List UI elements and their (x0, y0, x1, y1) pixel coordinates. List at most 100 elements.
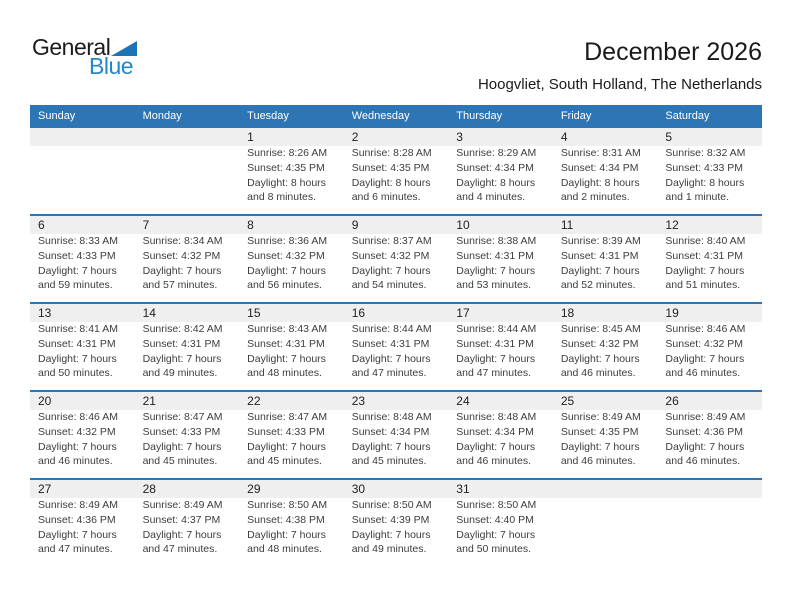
day-detail-line: Daylight: 7 hours (456, 352, 536, 365)
day-detail-line: and 45 minutes. (142, 455, 218, 468)
day-detail-line: Sunrise: 8:45 AM (560, 323, 641, 335)
day-detail-line: and 54 minutes. (351, 279, 427, 292)
day-cell: 6 Sunrise: 8:33 AM Sunset: 4:33 PM Daylight… (30, 216, 135, 302)
day-detail-line: Sunrise: 8:40 AM (665, 235, 746, 247)
day-detail-line: and 4 minutes. (456, 191, 526, 204)
day-detail-line: Daylight: 7 hours (142, 264, 222, 277)
day-detail-line: Sunrise: 8:37 AM (351, 235, 432, 247)
day-number: 22 (239, 392, 344, 410)
title-block: December 2026 Hoogvliet, South Holland, … (478, 36, 762, 93)
day-number (134, 128, 240, 146)
day-detail-line: and 47 minutes. (38, 543, 113, 556)
day-detail-line: and 51 minutes. (665, 279, 741, 292)
logo-text-blue: Blue (89, 53, 134, 79)
day-detail-line: Sunrise: 8:36 AM (247, 235, 328, 247)
day-detail-line: Sunrise: 8:49 AM (560, 411, 641, 423)
day-number (552, 480, 658, 498)
page-title: December 2026 (584, 38, 762, 66)
week-row: 1 Sunrise: 8:26 AM Sunset: 4:35 PM Daylight… (30, 126, 762, 214)
day-number: 24 (448, 392, 553, 410)
week-row: 20 Sunrise: 8:46 AM Sunset: 4:32 PM Dayligh… (30, 390, 762, 478)
day-detail-line: Sunset: 4:40 PM (456, 513, 534, 526)
day-detail-line: and 50 minutes. (456, 543, 531, 556)
day-detail-line: Sunrise: 8:47 AM (247, 411, 328, 423)
day-cell: 23 Sunrise: 8:48 AM Sunset: 4:34 PM Dayligh… (343, 392, 449, 478)
day-number: 26 (657, 392, 762, 410)
day-detail-line: and 56 minutes. (247, 279, 322, 292)
day-cell: 17 Sunrise: 8:44 AM Sunset: 4:31 PM Dayligh… (448, 304, 553, 390)
empty-day-cell (657, 480, 762, 566)
day-cell: 27 Sunrise: 8:49 AM Sunset: 4:36 PM Dayligh… (30, 480, 135, 566)
day-number: 3 (448, 128, 553, 146)
day-detail-line: and 47 minutes. (351, 367, 427, 380)
day-cell: 12 Sunrise: 8:40 AM Sunset: 4:31 PM Dayligh… (657, 216, 762, 302)
day-cell: 16 Sunrise: 8:44 AM Sunset: 4:31 PM Dayligh… (343, 304, 449, 390)
day-cell: 20 Sunrise: 8:46 AM Sunset: 4:32 PM Dayligh… (30, 392, 135, 478)
day-detail-line: and 57 minutes. (142, 279, 218, 292)
day-detail-line: Sunrise: 8:44 AM (456, 323, 537, 335)
day-cell: 1 Sunrise: 8:26 AM Sunset: 4:35 PM Daylight… (239, 128, 344, 214)
day-detail-line: Daylight: 8 hours (665, 176, 745, 189)
day-detail-line: Sunset: 4:38 PM (247, 513, 325, 526)
day-detail-line: and 53 minutes. (456, 279, 531, 292)
day-number: 29 (239, 480, 344, 498)
day-detail-line: Sunrise: 8:43 AM (247, 323, 328, 335)
day-cell: 10 Sunrise: 8:38 AM Sunset: 4:31 PM Dayligh… (448, 216, 553, 302)
day-detail-line: Sunrise: 8:44 AM (351, 323, 432, 335)
day-detail-line: Sunrise: 8:38 AM (456, 235, 537, 247)
day-number (30, 128, 135, 146)
day-detail-line: Sunset: 4:37 PM (142, 513, 221, 526)
day-cell: 29 Sunrise: 8:50 AM Sunset: 4:38 PM Dayligh… (239, 480, 344, 566)
day-detail-line: Sunrise: 8:48 AM (456, 411, 537, 423)
logo-text-general: General (32, 34, 111, 60)
day-number: 19 (657, 304, 762, 322)
day-number: 27 (30, 480, 135, 498)
day-number: 9 (343, 216, 449, 234)
empty-day-cell (134, 128, 240, 214)
day-detail-line: and 45 minutes. (247, 455, 322, 468)
day-detail-line: Sunset: 4:32 PM (351, 249, 430, 262)
day-number: 20 (30, 392, 135, 410)
day-number: 15 (239, 304, 344, 322)
day-detail-line: Sunset: 4:34 PM (456, 161, 534, 174)
weekday-header-saturday: Saturday (665, 109, 710, 122)
day-detail-line: Sunset: 4:34 PM (351, 425, 430, 438)
day-number: 1 (239, 128, 344, 146)
day-detail-line: Sunrise: 8:32 AM (665, 147, 746, 159)
week-row: 27 Sunrise: 8:49 AM Sunset: 4:36 PM Dayligh… (30, 478, 762, 566)
day-detail-line: and 46 minutes. (456, 455, 531, 468)
day-cell: 22 Sunrise: 8:47 AM Sunset: 4:33 PM Dayligh… (239, 392, 344, 478)
day-detail-line: Daylight: 8 hours (560, 176, 640, 189)
weekday-header-thursday: Thursday (456, 109, 503, 122)
day-number: 31 (448, 480, 553, 498)
day-detail-line: Sunrise: 8:49 AM (38, 499, 118, 511)
day-detail-line: Daylight: 7 hours (247, 264, 326, 277)
day-number: 23 (343, 392, 449, 410)
day-detail-line: Sunset: 4:33 PM (142, 425, 221, 438)
day-cell: 5 Sunrise: 8:32 AM Sunset: 4:33 PM Daylight… (657, 128, 762, 214)
day-detail-line: and 47 minutes. (456, 367, 531, 380)
day-cell: 4 Sunrise: 8:31 AM Sunset: 4:34 PM Daylight… (552, 128, 658, 214)
day-detail-line: Sunset: 4:36 PM (665, 425, 744, 438)
day-cell: 13 Sunrise: 8:41 AM Sunset: 4:31 PM Dayligh… (30, 304, 135, 390)
day-cell: 11 Sunrise: 8:39 AM Sunset: 4:31 PM Dayligh… (552, 216, 658, 302)
day-number: 25 (552, 392, 658, 410)
day-cell: 26 Sunrise: 8:49 AM Sunset: 4:36 PM Dayligh… (657, 392, 762, 478)
day-detail-line: Sunset: 4:32 PM (560, 337, 639, 350)
day-detail-line: Sunrise: 8:49 AM (142, 499, 223, 511)
day-detail-line: Sunrise: 8:34 AM (142, 235, 223, 247)
day-number: 2 (343, 128, 449, 146)
day-detail-line: Sunset: 4:31 PM (665, 249, 744, 262)
day-detail-line: and 1 minute. (665, 191, 730, 204)
day-detail-line: Sunset: 4:35 PM (560, 425, 639, 438)
day-cell: 2 Sunrise: 8:28 AM Sunset: 4:35 PM Daylight… (343, 128, 449, 214)
day-detail-line: and 46 minutes. (665, 455, 741, 468)
day-cell: 30 Sunrise: 8:50 AM Sunset: 4:39 PM Dayligh… (343, 480, 449, 566)
day-detail-line: Daylight: 7 hours (560, 440, 640, 453)
day-number: 7 (134, 216, 240, 234)
day-detail-line: Daylight: 8 hours (351, 176, 431, 189)
weekday-header-monday: Monday (142, 109, 182, 122)
day-detail-line: Sunrise: 8:46 AM (665, 323, 746, 335)
day-number: 4 (552, 128, 658, 146)
